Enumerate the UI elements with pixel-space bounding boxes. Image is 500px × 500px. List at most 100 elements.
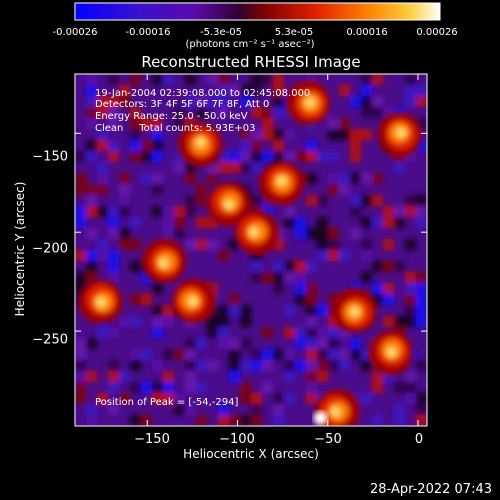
y-tick-label: −200 — [32, 241, 68, 257]
heatmap-cell — [251, 415, 262, 426]
heatmap-cell — [361, 349, 372, 360]
heatmap-cell — [262, 118, 273, 129]
heatmap-cell — [405, 85, 416, 96]
heatmap-cell — [383, 107, 394, 118]
heatmap-cell — [207, 360, 218, 371]
heatmap-cell — [86, 96, 97, 107]
heatmap-cell — [75, 250, 86, 261]
heatmap-cell — [251, 74, 262, 85]
heatmap-cell — [174, 217, 185, 228]
annotation-time-range: 19-Jan-2004 02:39:08.000 to 02:45:08.000 — [95, 88, 311, 99]
heatmap-cell — [86, 338, 97, 349]
bright-source — [178, 122, 223, 167]
heatmap-cell — [372, 283, 383, 294]
heatmap-cell — [163, 393, 174, 404]
heatmap-cell — [130, 118, 141, 129]
heatmap-cell — [119, 239, 130, 250]
heatmap-cell — [394, 261, 405, 272]
colorbar-units: (photons cm⁻² s⁻¹ asec⁻²) — [185, 39, 315, 50]
heatmap-cell — [130, 415, 141, 426]
heatmap-cell — [229, 305, 240, 316]
heatmap-cell — [405, 393, 416, 404]
heatmap-cell — [394, 162, 405, 173]
heatmap-cell — [416, 195, 427, 206]
heatmap-cell — [251, 195, 262, 206]
x-tick-label: −100 — [219, 432, 255, 447]
heatmap-cell — [163, 349, 174, 360]
heatmap-cell — [273, 85, 284, 96]
heatmap-cell — [86, 228, 97, 239]
heatmap-cell — [108, 261, 119, 272]
heatmap-cell — [328, 327, 339, 338]
heatmap-cell — [284, 261, 295, 272]
heatmap-cell — [196, 184, 207, 195]
bright-source-layer — [223, 199, 234, 210]
heatmap-cell — [240, 151, 251, 162]
heatmap-cell — [207, 74, 218, 85]
bright-source-layer — [349, 306, 360, 317]
heatmap-cell — [262, 272, 273, 283]
heatmap-cell — [295, 283, 306, 294]
heatmap-cell — [306, 349, 317, 360]
heatmap-cell — [108, 151, 119, 162]
heatmap-cell — [262, 360, 273, 371]
heatmap-cell — [196, 239, 207, 250]
heatmap-cell — [416, 294, 427, 305]
heatmap-cell — [317, 360, 328, 371]
bright-source — [368, 330, 413, 375]
heatmap-cell — [339, 360, 350, 371]
bright-source — [142, 238, 187, 283]
colorbar-tick: -5.3e-05 — [200, 27, 242, 38]
heatmap-cell — [207, 316, 218, 327]
heatmap-cell — [372, 294, 383, 305]
heatmap-cell — [350, 206, 361, 217]
heatmap-cell — [119, 195, 130, 206]
heatmap-cell — [383, 316, 394, 327]
bright-source — [377, 112, 422, 157]
heatmap-cell — [229, 162, 240, 173]
heatmap-cell — [405, 371, 416, 382]
heatmap-cell — [207, 173, 218, 184]
heatmap-cell — [163, 305, 174, 316]
heatmap-cell — [108, 360, 119, 371]
heatmap-cell — [218, 74, 229, 85]
annotation-energy-range: Energy Range: 25.0 - 50.0 keV — [95, 111, 248, 122]
heatmap-cell — [185, 173, 196, 184]
heatmap-cell — [97, 162, 108, 173]
heatmap-cell — [97, 173, 108, 184]
heatmap-cell — [75, 283, 86, 294]
heatmap-cell — [207, 96, 218, 107]
heatmap-cell — [317, 195, 328, 206]
heatmap-cell — [251, 261, 262, 272]
heatmap-cell — [130, 129, 141, 140]
heatmap-cell — [229, 85, 240, 96]
heatmap-cell — [405, 239, 416, 250]
heatmap-cell — [108, 382, 119, 393]
heatmap-cell — [207, 217, 218, 228]
heatmap-cell — [383, 371, 394, 382]
heatmap-cell — [86, 184, 97, 195]
heatmap-cell — [152, 305, 163, 316]
heatmap-cell — [251, 272, 262, 283]
heatmap-cell — [97, 129, 108, 140]
heatmap-cell — [108, 327, 119, 338]
heatmap-cell — [372, 96, 383, 107]
heatmap-cell — [350, 173, 361, 184]
heatmap-cell — [240, 129, 251, 140]
heatmap-cell — [240, 316, 251, 327]
bright-source-layer — [276, 175, 287, 186]
heatmap-cell — [108, 96, 119, 107]
heatmap-cell — [108, 272, 119, 283]
x-tick-label: −150 — [134, 432, 170, 447]
heatmap-cell — [163, 382, 174, 393]
heatmap-cell — [218, 162, 229, 173]
heatmap-cell — [97, 140, 108, 151]
heatmap-cell — [306, 327, 317, 338]
heatmap-cell — [141, 118, 152, 129]
heatmap-cell — [119, 96, 130, 107]
heatmap-cell — [218, 305, 229, 316]
heatmap-cell — [372, 173, 383, 184]
heatmap-cell — [218, 96, 229, 107]
heatmap-cell — [207, 162, 218, 173]
